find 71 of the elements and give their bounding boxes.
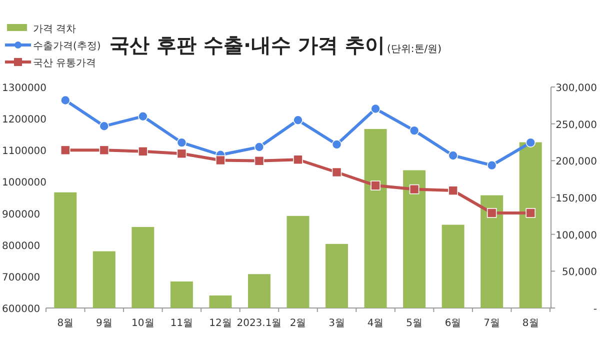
y-tick-label: 700000 — [2, 272, 40, 284]
point — [60, 95, 70, 106]
point — [176, 138, 187, 148]
bar — [286, 216, 310, 308]
y2-tick-label: 200,000 — [556, 156, 597, 168]
y2-tick-label: - — [593, 304, 598, 315]
x-tick-label: 8월 — [522, 318, 539, 329]
point — [99, 121, 110, 132]
y-tick-label: 1000000 — [2, 178, 47, 189]
x-tick-label: 5월 — [406, 318, 422, 329]
point — [138, 146, 148, 156]
point — [293, 154, 303, 165]
x-tick-label: 2월 — [290, 318, 306, 329]
bar — [403, 170, 426, 308]
point — [332, 140, 342, 150]
chart-subtitle: (단위:톤/원) — [387, 44, 442, 55]
y-tick-label: 900000 — [2, 209, 40, 220]
point — [293, 115, 303, 126]
x-tick-label: 3월 — [328, 318, 345, 329]
x-tick-label: 11월 — [170, 318, 194, 329]
point — [254, 142, 264, 152]
y2-tick-label: 250,000 — [556, 120, 597, 131]
point — [486, 208, 497, 218]
point — [486, 160, 497, 170]
legend-label: 국산 유통가격 — [33, 58, 96, 69]
y-tick-label: 800000 — [2, 240, 40, 252]
x-tick-label: 10월 — [132, 318, 154, 329]
bar — [364, 128, 387, 308]
bar — [480, 195, 504, 308]
bar — [170, 281, 193, 308]
point — [370, 180, 380, 190]
point — [409, 126, 420, 136]
x-tick-label: 9월 — [96, 318, 112, 329]
bar — [248, 274, 270, 308]
y2-tick-label: 150,000 — [556, 194, 597, 204]
point — [448, 150, 458, 160]
x-tick-label: 7월 — [484, 318, 500, 329]
y-tick-label: 1300000 — [2, 83, 47, 94]
bar — [132, 226, 154, 308]
point — [99, 145, 110, 156]
point — [526, 138, 536, 148]
point — [138, 111, 148, 122]
point — [60, 145, 70, 156]
x-tick-label: 4월 — [367, 318, 384, 329]
y2-tick-label: 100,000 — [556, 230, 597, 242]
bar — [209, 295, 232, 308]
point — [409, 184, 420, 194]
point — [526, 208, 536, 218]
point — [176, 148, 187, 159]
point — [370, 104, 380, 114]
x-tick-label: 2023.1월 — [236, 318, 282, 329]
bar — [54, 192, 77, 308]
bar — [519, 142, 542, 308]
x-tick-label: 8월 — [57, 318, 74, 329]
legend-label: 수출가격(추정) — [33, 41, 101, 52]
y-tick-label: 600000 — [2, 304, 40, 315]
x-tick-label: 12월 — [209, 318, 232, 329]
y2-tick-label: 50,000 — [562, 267, 597, 278]
point — [448, 186, 458, 196]
point — [332, 167, 342, 178]
chart-title: 국산 후판 수출·내수 가격 추이 — [110, 33, 385, 57]
bar — [326, 244, 348, 308]
bar — [92, 251, 116, 308]
y-tick-label: 1200000 — [2, 114, 47, 126]
point — [254, 156, 264, 166]
bar — [442, 224, 464, 308]
y-tick-label: 1100000 — [2, 146, 47, 158]
legend-label: 가격 격차 — [33, 24, 76, 35]
y2-tick-label: 300,000 — [556, 83, 597, 94]
point — [216, 155, 226, 166]
x-tick-label: 6월 — [444, 318, 462, 329]
